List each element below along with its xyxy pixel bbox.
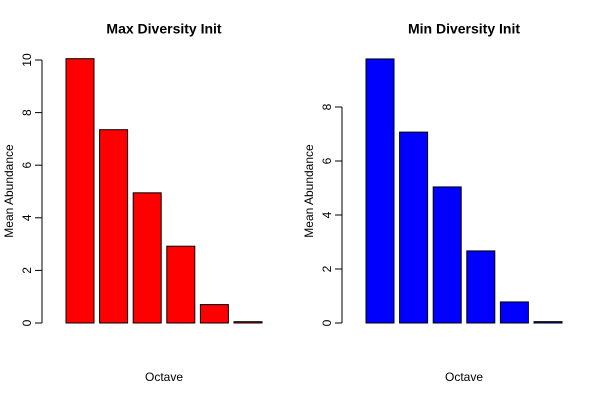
x-axis-label: Octave: [145, 370, 183, 384]
chart-title: Min Diversity Init: [408, 21, 520, 37]
y-tick-label: 10: [20, 53, 34, 67]
y-tick-label: 0: [20, 319, 34, 326]
y-tick-label: 2: [20, 267, 34, 274]
y-tick-label: 4: [20, 214, 34, 221]
y-tick-label: 2: [320, 265, 334, 272]
bar: [132, 192, 162, 324]
bar: [65, 58, 95, 324]
bar: [99, 129, 129, 324]
y-tick-label: 8: [320, 103, 334, 110]
y-tick-label: 8: [20, 109, 34, 116]
chart-title: Max Diversity Init: [106, 21, 221, 37]
y-axis-label: Mean Abundance: [302, 144, 316, 238]
y-tick-label: 4: [320, 211, 334, 218]
y-tick-label: 0: [320, 319, 334, 326]
bar: [466, 250, 496, 324]
bar: [365, 58, 395, 324]
x-axis-label: Octave: [445, 370, 483, 384]
bar: [199, 304, 229, 324]
bar: [432, 186, 462, 324]
bar: [166, 245, 196, 324]
y-tick-label: 6: [320, 157, 334, 164]
bar: [499, 301, 529, 324]
bar: [533, 321, 563, 324]
y-tick-label: 6: [20, 162, 34, 169]
bar: [233, 321, 263, 324]
bar: [399, 131, 429, 324]
y-axis-label: Mean Abundance: [2, 144, 16, 238]
